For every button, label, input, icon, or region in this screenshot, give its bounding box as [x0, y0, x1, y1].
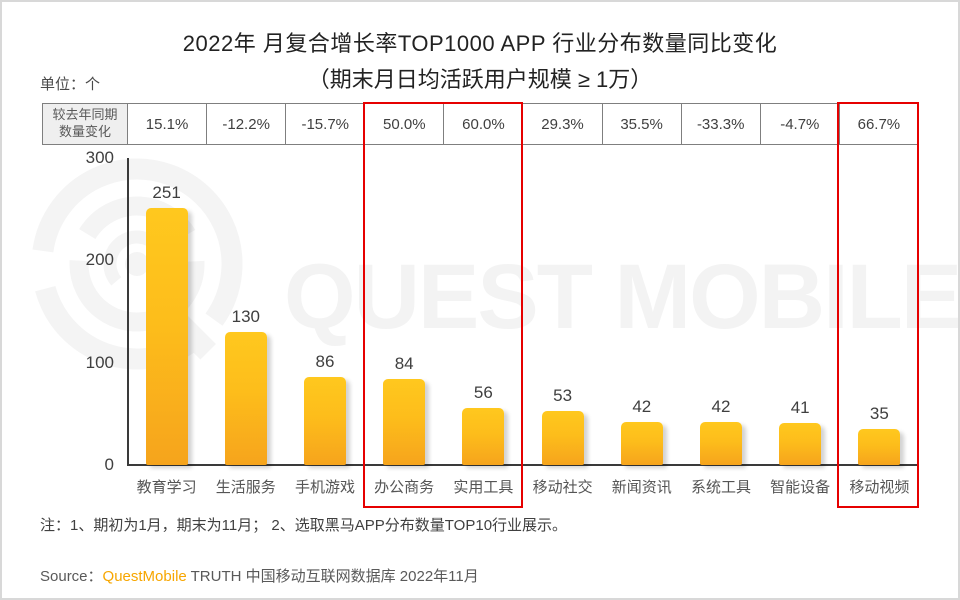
- bar-移动社交: [541, 411, 584, 465]
- bar-value-实用工具: 56: [473, 383, 493, 402]
- bar-value-手机游戏: 86: [315, 352, 335, 371]
- unit-label: 单位：个: [40, 76, 101, 93]
- category-label-生活服务: 生活服务: [215, 479, 276, 496]
- category-label-智能设备: 智能设备: [770, 479, 831, 496]
- bar-生活服务: [224, 332, 267, 465]
- source-suffix: TRUTH 中国移动互联网数据库 2022年11月: [186, 568, 479, 585]
- yoy-cell-life-services: -12.2%: [207, 104, 287, 144]
- bar-value-智能设备: 41: [790, 398, 810, 417]
- y-axis-tick-200: 200: [85, 250, 114, 270]
- category-label-移动视频: 移动视频: [849, 479, 910, 496]
- category-label-办公商务: 办公商务: [374, 479, 435, 496]
- yoy-cell-mobile-social: 29.3%: [523, 104, 603, 144]
- source-line: Source：QuestMobile TRUTH 中国移动互联网数据库 2022…: [40, 565, 479, 586]
- bar-手机游戏: [304, 377, 346, 465]
- bar-新闻资讯: [620, 422, 663, 465]
- yoy-cell-utility-tools: 60.0%: [444, 104, 524, 144]
- category-label-实用工具: 实用工具: [453, 479, 514, 496]
- yoy-cell-smart-devices: -4.7%: [761, 104, 840, 144]
- source-prefix: Source：: [40, 568, 103, 585]
- yoy-cell-news: 35.5%: [603, 104, 682, 144]
- yoy-row-header-line2: 数量变化: [58, 124, 111, 139]
- bar-移动视频: [858, 429, 901, 465]
- questmobile-text-watermark: QUEST MOBILE: [284, 246, 960, 348]
- y-axis-tick-300: 300: [85, 148, 114, 167]
- yoy-cell-mobile-games: -15.7%: [286, 104, 366, 144]
- category-label-新闻资讯: 新闻资讯: [611, 479, 672, 496]
- bar-实用工具: [462, 408, 505, 465]
- y-axis-tick-0: 0: [104, 455, 114, 474]
- bar-value-移动视频: 35: [869, 404, 889, 423]
- category-label-系统工具: 系统工具: [690, 479, 751, 496]
- bar-value-系统工具: 42: [711, 397, 731, 416]
- yoy-cell-office-business: 50.0%: [365, 104, 445, 144]
- category-label-移动社交: 移动社交: [532, 479, 593, 496]
- y-axis-tick-100: 100: [85, 352, 114, 372]
- category-label-手机游戏: 手机游戏: [294, 479, 355, 496]
- x-axis-line: [127, 464, 919, 466]
- yoy-row-header: 较去年同期 数量变化: [43, 104, 128, 144]
- bar-教育学习: [145, 208, 188, 465]
- category-label-教育学习: 教育学习: [136, 479, 197, 496]
- bar-智能设备: [779, 423, 822, 465]
- source-brand: QuestMobile: [102, 568, 187, 585]
- bar-value-办公商务: 84: [394, 354, 414, 373]
- bar-value-新闻资讯: 42: [632, 397, 652, 416]
- page-title: 2022年 月复合增长率TOP1000 APP 行业分布数量同比变化: [182, 31, 778, 56]
- yoy-cell-education: 15.1%: [128, 104, 208, 144]
- yoy-cell-mobile-video: 66.7%: [857, 115, 901, 133]
- yoy-change-table: 较去年同期 数量变化 15.1% -12.2% -15.7% 50.0% 60.…: [42, 103, 919, 145]
- y-axis-line: [127, 158, 129, 466]
- footnote: 注：1、期初为1月，期末为11月； 2、选取黑马APP分布数量TOP10行业展示…: [40, 517, 568, 534]
- yoy-row-header-line1: 较去年同期: [52, 107, 118, 123]
- bar-系统工具: [700, 422, 742, 465]
- bar-办公商务: [383, 379, 426, 465]
- bar-value-移动社交: 53: [553, 386, 573, 405]
- page-subtitle: （期末月日均活跃用户规模 ≥ 1万）: [307, 67, 653, 92]
- bar-value-教育学习: 251: [152, 183, 181, 202]
- yoy-cell-system-tools: -33.3%: [682, 104, 761, 144]
- bar-value-生活服务: 130: [231, 307, 260, 326]
